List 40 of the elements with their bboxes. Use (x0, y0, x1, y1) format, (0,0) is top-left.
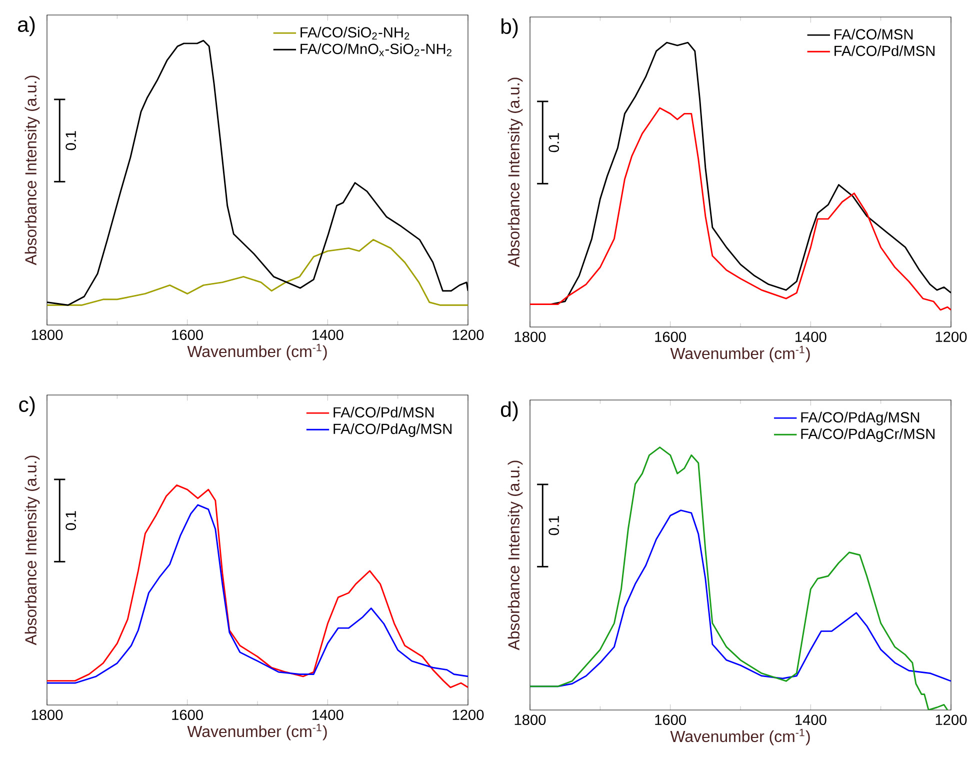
chart-title: a) (18, 16, 35, 36)
chart-title: b) (501, 18, 518, 38)
legend-label: FA/CO/Pd/MSN (334, 406, 434, 418)
x-tick-label: 1800 (514, 332, 546, 342)
y-axis-title: Absorbance Intensity (a.u.) (508, 78, 523, 268)
x-tick-label: 1400 (312, 330, 344, 340)
x-tick-label: 1400 (796, 714, 826, 726)
x-tick-label: 1600 (172, 330, 203, 340)
x-tick-label: 1400 (796, 332, 826, 342)
x-tick-label: 1600 (655, 714, 686, 726)
x-axis-title: Wavenumber (cm$^{-1}$) (670, 728, 810, 746)
x-tick-label: 1600 (172, 710, 203, 720)
y-axis-title: Absorbance Intensity (a.u.) (24, 456, 40, 646)
x-tick-label: 1800 (32, 710, 63, 720)
x-tick-label: 1800 (32, 330, 63, 340)
annotation: 0.1 (66, 511, 76, 530)
legend-label: FA/CO/PdAg/MSN (801, 412, 920, 426)
x-axis-title: Wavenumber (cm$^{-1}$) (187, 344, 327, 360)
annotation: 0.1 (548, 516, 560, 536)
x-tick-label: 1200 (452, 330, 484, 340)
legend-label: FA/CO/PdAgCr/MSN (801, 428, 934, 442)
legend-label: FA/CO/PdAg/MSN (334, 423, 452, 437)
y-axis-title: Absorbance Intensity (a.u.) (24, 76, 40, 266)
y-axis-title: Absorbance Intensity (a.u.) (508, 460, 523, 650)
x-tick-label: 1200 (936, 332, 967, 342)
x-axis-title: Wavenumber (cm$^{-1}$) (187, 724, 327, 740)
x-tick-label: 1200 (936, 714, 967, 726)
legend-label: FA/CO/MSN (834, 28, 913, 40)
annotation: 0.1 (548, 133, 560, 152)
x-tick-label: 1600 (655, 332, 686, 342)
annotation: 0.1 (66, 131, 76, 150)
legend-label: FA/CO/MnO$_{x}$-SiO$_{2}$-NH$_{2}$ (300, 43, 452, 56)
chart-title: c) (19, 396, 35, 416)
legend-label: FA/CO/Pd/MSN (834, 45, 934, 56)
x-tick-label: 1400 (312, 710, 344, 720)
chart-title: d) (500, 401, 518, 422)
x-tick-label: 1200 (452, 710, 484, 720)
x-tick-label: 1800 (514, 714, 546, 726)
x-axis-title: Wavenumber (cm$^{-1}$) (670, 346, 810, 362)
legend-label: FA/CO/SiO$_{2}$-NH$_{2}$ (300, 26, 410, 40)
